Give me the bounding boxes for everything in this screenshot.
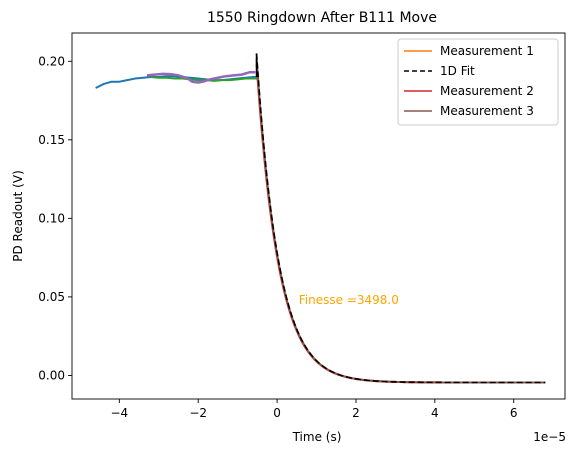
y-tick-label: 0.05 (38, 290, 65, 304)
x-axis: −4 −2 0 2 4 6 (110, 399, 518, 420)
decay-curve-1d-fit (255, 53, 546, 384)
plot-area: Finesse =3498.0 (71, 32, 566, 400)
plot-frame (71, 32, 566, 400)
legend-box (397, 38, 559, 126)
x-axis-label: Time (s) (292, 430, 342, 444)
legend-label: Measurement 1 (440, 44, 534, 58)
y-tick-label: 0.15 (38, 133, 65, 147)
y-tick-label: 0.00 (38, 368, 65, 382)
finesse-annotation: Finesse =3498.0 (299, 293, 399, 307)
x-tick-label: −2 (189, 406, 207, 420)
legend: Measurement 1 1D Fit Measurement 2 Measurem… (397, 38, 559, 126)
x-tick-label: 2 (352, 406, 360, 420)
x-axis-offset-label: 1e−5 (533, 430, 566, 444)
legend-label: 1D Fit (440, 64, 475, 78)
x-tick-label: 4 (431, 406, 439, 420)
series-group (95, 53, 546, 384)
chart-title: 1550 Ringdown After B111 Move (207, 10, 437, 26)
x-tick-label: 6 (510, 406, 518, 420)
legend-label: Measurement 3 (440, 104, 534, 118)
y-tick-label: 0.20 (38, 54, 65, 68)
y-tick-label: 0.10 (38, 211, 65, 225)
legend-label: Measurement 2 (440, 84, 534, 98)
pre-ringdown-series-3 (146, 71, 256, 84)
y-axis-label: PD Readout (V) (11, 170, 25, 261)
x-tick-label: 0 (273, 406, 281, 420)
y-axis: 0.00 0.05 0.10 0.15 0.20 (38, 54, 72, 382)
x-tick-label: −4 (110, 406, 128, 420)
